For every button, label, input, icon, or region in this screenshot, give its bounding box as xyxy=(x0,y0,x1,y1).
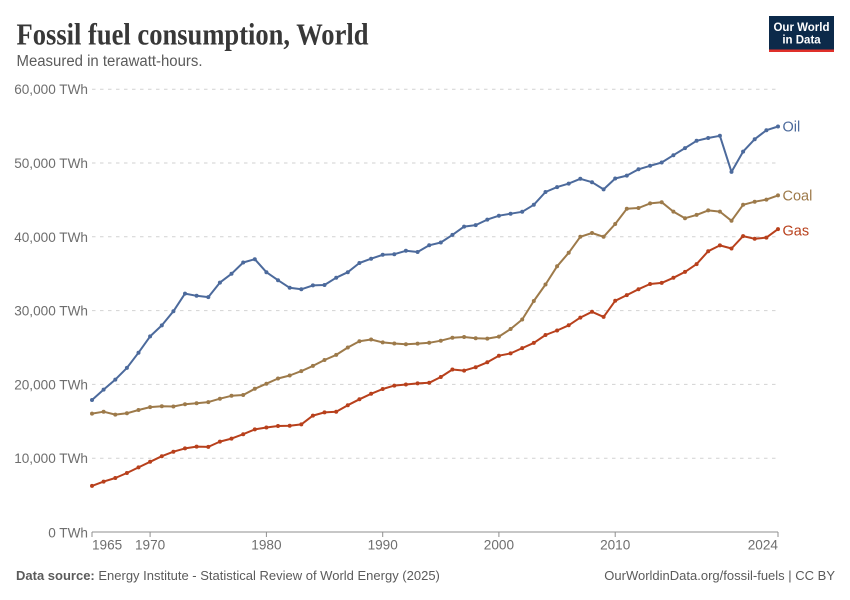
svg-text:in Data: in Data xyxy=(782,34,821,46)
svg-text:0 TWh: 0 TWh xyxy=(48,526,88,541)
svg-text:OurWorldinData.org/fossil-fuel: OurWorldinData.org/fossil-fuels | CC BY xyxy=(604,568,835,583)
svg-text:Measured in terawatt-hours.: Measured in terawatt-hours. xyxy=(17,53,203,70)
svg-text:2010: 2010 xyxy=(600,538,631,553)
svg-text:Gas: Gas xyxy=(783,223,810,239)
svg-text:1990: 1990 xyxy=(368,538,399,553)
svg-text:30,000 TWh: 30,000 TWh xyxy=(14,304,88,319)
svg-text:Data source: Energy Institute: Data source: Energy Institute - Statisti… xyxy=(16,568,440,583)
svg-text:Oil: Oil xyxy=(783,120,801,136)
svg-text:1965: 1965 xyxy=(92,538,122,553)
svg-text:Our World: Our World xyxy=(773,22,829,34)
svg-text:1970: 1970 xyxy=(135,538,166,553)
svg-text:Fossil fuel consumption, World: Fossil fuel consumption, World xyxy=(17,17,369,52)
svg-text:Coal: Coal xyxy=(783,189,813,205)
svg-text:1980: 1980 xyxy=(251,538,282,553)
svg-text:50,000 TWh: 50,000 TWh xyxy=(14,156,88,171)
svg-text:2024: 2024 xyxy=(748,538,779,553)
svg-text:2000: 2000 xyxy=(484,538,515,553)
svg-text:20,000 TWh: 20,000 TWh xyxy=(14,377,88,392)
svg-text:60,000 TWh: 60,000 TWh xyxy=(14,82,88,97)
svg-text:40,000 TWh: 40,000 TWh xyxy=(14,230,88,245)
svg-text:10,000 TWh: 10,000 TWh xyxy=(14,451,88,466)
